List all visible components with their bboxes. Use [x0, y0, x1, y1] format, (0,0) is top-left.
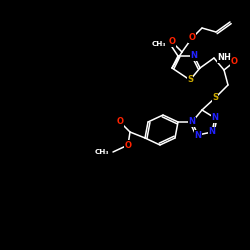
Text: N: N — [212, 114, 218, 122]
Text: O: O — [116, 118, 123, 126]
Text: O: O — [188, 34, 196, 42]
Text: O: O — [168, 38, 175, 46]
Text: O: O — [124, 140, 132, 149]
Text: N: N — [190, 52, 198, 60]
Text: O: O — [230, 58, 237, 66]
Text: S: S — [212, 94, 218, 102]
Text: N: N — [208, 128, 216, 136]
Text: CH₃: CH₃ — [94, 149, 109, 155]
Text: NH: NH — [217, 54, 231, 62]
Text: CH₃: CH₃ — [152, 41, 166, 47]
Text: N: N — [188, 118, 196, 126]
Text: S: S — [187, 76, 193, 84]
Text: N: N — [194, 130, 202, 140]
